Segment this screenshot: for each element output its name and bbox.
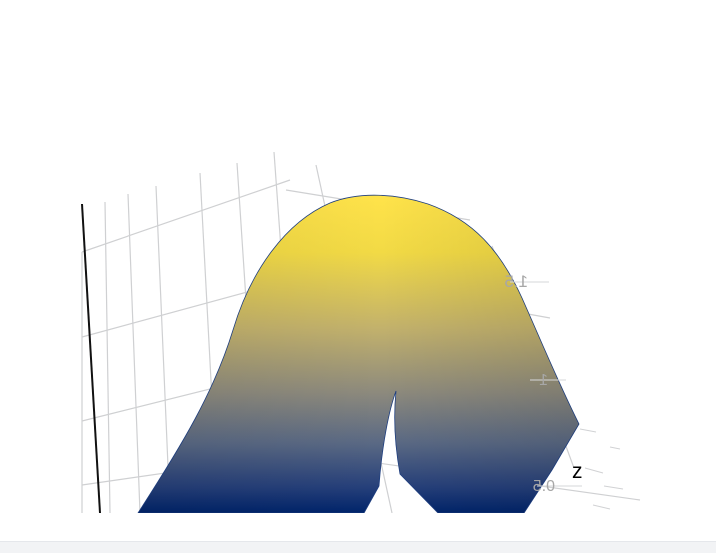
grid-line-1 [81,179,291,253]
perspective-mark-2 [609,446,621,450]
axis-layer [81,203,624,513]
vertical-axis-line [81,203,101,513]
z-tick-label-2: 1 [539,372,548,389]
grid-line-8 [155,185,171,513]
perspective-mark-1 [579,428,597,433]
perspective-mark-5 [592,504,611,510]
grid-line-7 [127,193,141,513]
z-axis-label: z [572,460,583,483]
grid-line-6 [104,201,111,513]
perspective-mark-3 [584,467,604,474]
surface-svg[interactable]: z 1.5 1 0.5 [0,0,716,513]
label-layer: z 1.5 1 0.5 [504,272,582,495]
z-tick-label-3: 0.5 [533,478,555,495]
surface-plot[interactable]: z 1.5 1 0.5 [0,0,716,513]
z-tick-label-1: 1.5 [504,272,528,291]
status-strip [0,541,716,553]
surface-shading [138,195,579,513]
perspective-mark-4 [603,485,624,490]
surface-layer [137,194,580,513]
